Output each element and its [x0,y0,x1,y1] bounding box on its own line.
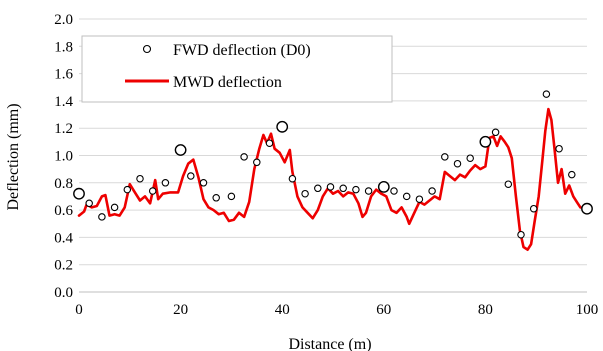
fwd-point [377,180,390,193]
fwd-point [110,203,119,212]
fwd-point [326,183,335,191]
fwd-point [390,187,398,195]
fwd-point [542,90,551,98]
fwd-point [301,189,309,198]
fwd-point [314,184,322,193]
x-tick-label: 60 [376,302,391,318]
y-tick-label: 0.4 [54,230,73,246]
y-tick-label: 0.6 [54,203,73,219]
fwd-point [73,187,85,200]
y-tick-label: 1.6 [54,67,73,83]
x-tick-label: 0 [75,302,83,318]
fwd-point [98,213,106,221]
fwd-point [187,172,195,180]
y-tick-label: 0.2 [54,258,73,274]
y-tick-label: 1.4 [54,94,73,110]
fwd-point [504,180,513,188]
y-axis-title: Deflection (mm) [5,103,22,210]
y-tick-label: 0.8 [54,176,73,192]
x-tick-label: 20 [173,302,188,318]
y-tick-label: 2.0 [54,12,73,28]
legend: FWD deflection (D0) MWD deflection [81,35,393,103]
fwd-point [428,187,436,195]
x-tick-label: 80 [478,302,493,318]
y-tick-label: 1.8 [54,39,73,55]
fwd-point [491,128,500,137]
fwd-point [581,202,593,215]
x-tick-label: 40 [275,302,290,318]
fwd-point [265,139,274,147]
fwd-point [136,174,144,183]
fwd-point [415,195,424,203]
legend-fwd-label: FWD deflection (D0) [173,42,311,59]
fwd-point [174,144,187,156]
y-tick-label: 0.0 [54,285,73,301]
fwd-point [466,154,474,162]
y-tick-label: 1.2 [54,121,73,137]
fwd-point [212,194,220,202]
fwd-point [555,144,563,153]
fwd-series [73,90,593,239]
y-tick-label: 1.0 [54,149,73,165]
x-tick-label: 100 [576,302,599,318]
fwd-point [453,159,462,168]
fwd-point [199,179,208,187]
fwd-point [568,170,576,179]
fwd-point [253,158,261,167]
fwd-point [227,192,236,201]
fwd-point [148,187,157,195]
legend-box [81,35,393,103]
fwd-point [85,199,93,208]
x-axis-title: Distance (m) [288,336,371,351]
fwd-point [288,174,297,183]
fwd-point [352,185,360,194]
mwd-series [77,107,582,251]
fwd-point [529,204,538,213]
fwd-point [364,187,373,195]
fwd-point [479,135,492,148]
fwd-point [517,230,525,239]
legend-mwd-label: MWD deflection [173,74,282,91]
mwd-deflection-line [77,107,582,251]
fwd-point [339,184,347,193]
fwd-point [240,153,248,161]
fwd-point [123,185,132,194]
fwd-point [402,192,411,201]
legend-fwd-marker [142,44,152,54]
fwd-point [276,120,289,133]
tick-labels: 0.0 0.2 0.4 0.6 0.8 1.0 1.2 1.4 1.6 1.8 2.0 0 20 40 60… [54,12,598,318]
fwd-point [441,153,449,161]
fwd-point [161,179,170,187]
